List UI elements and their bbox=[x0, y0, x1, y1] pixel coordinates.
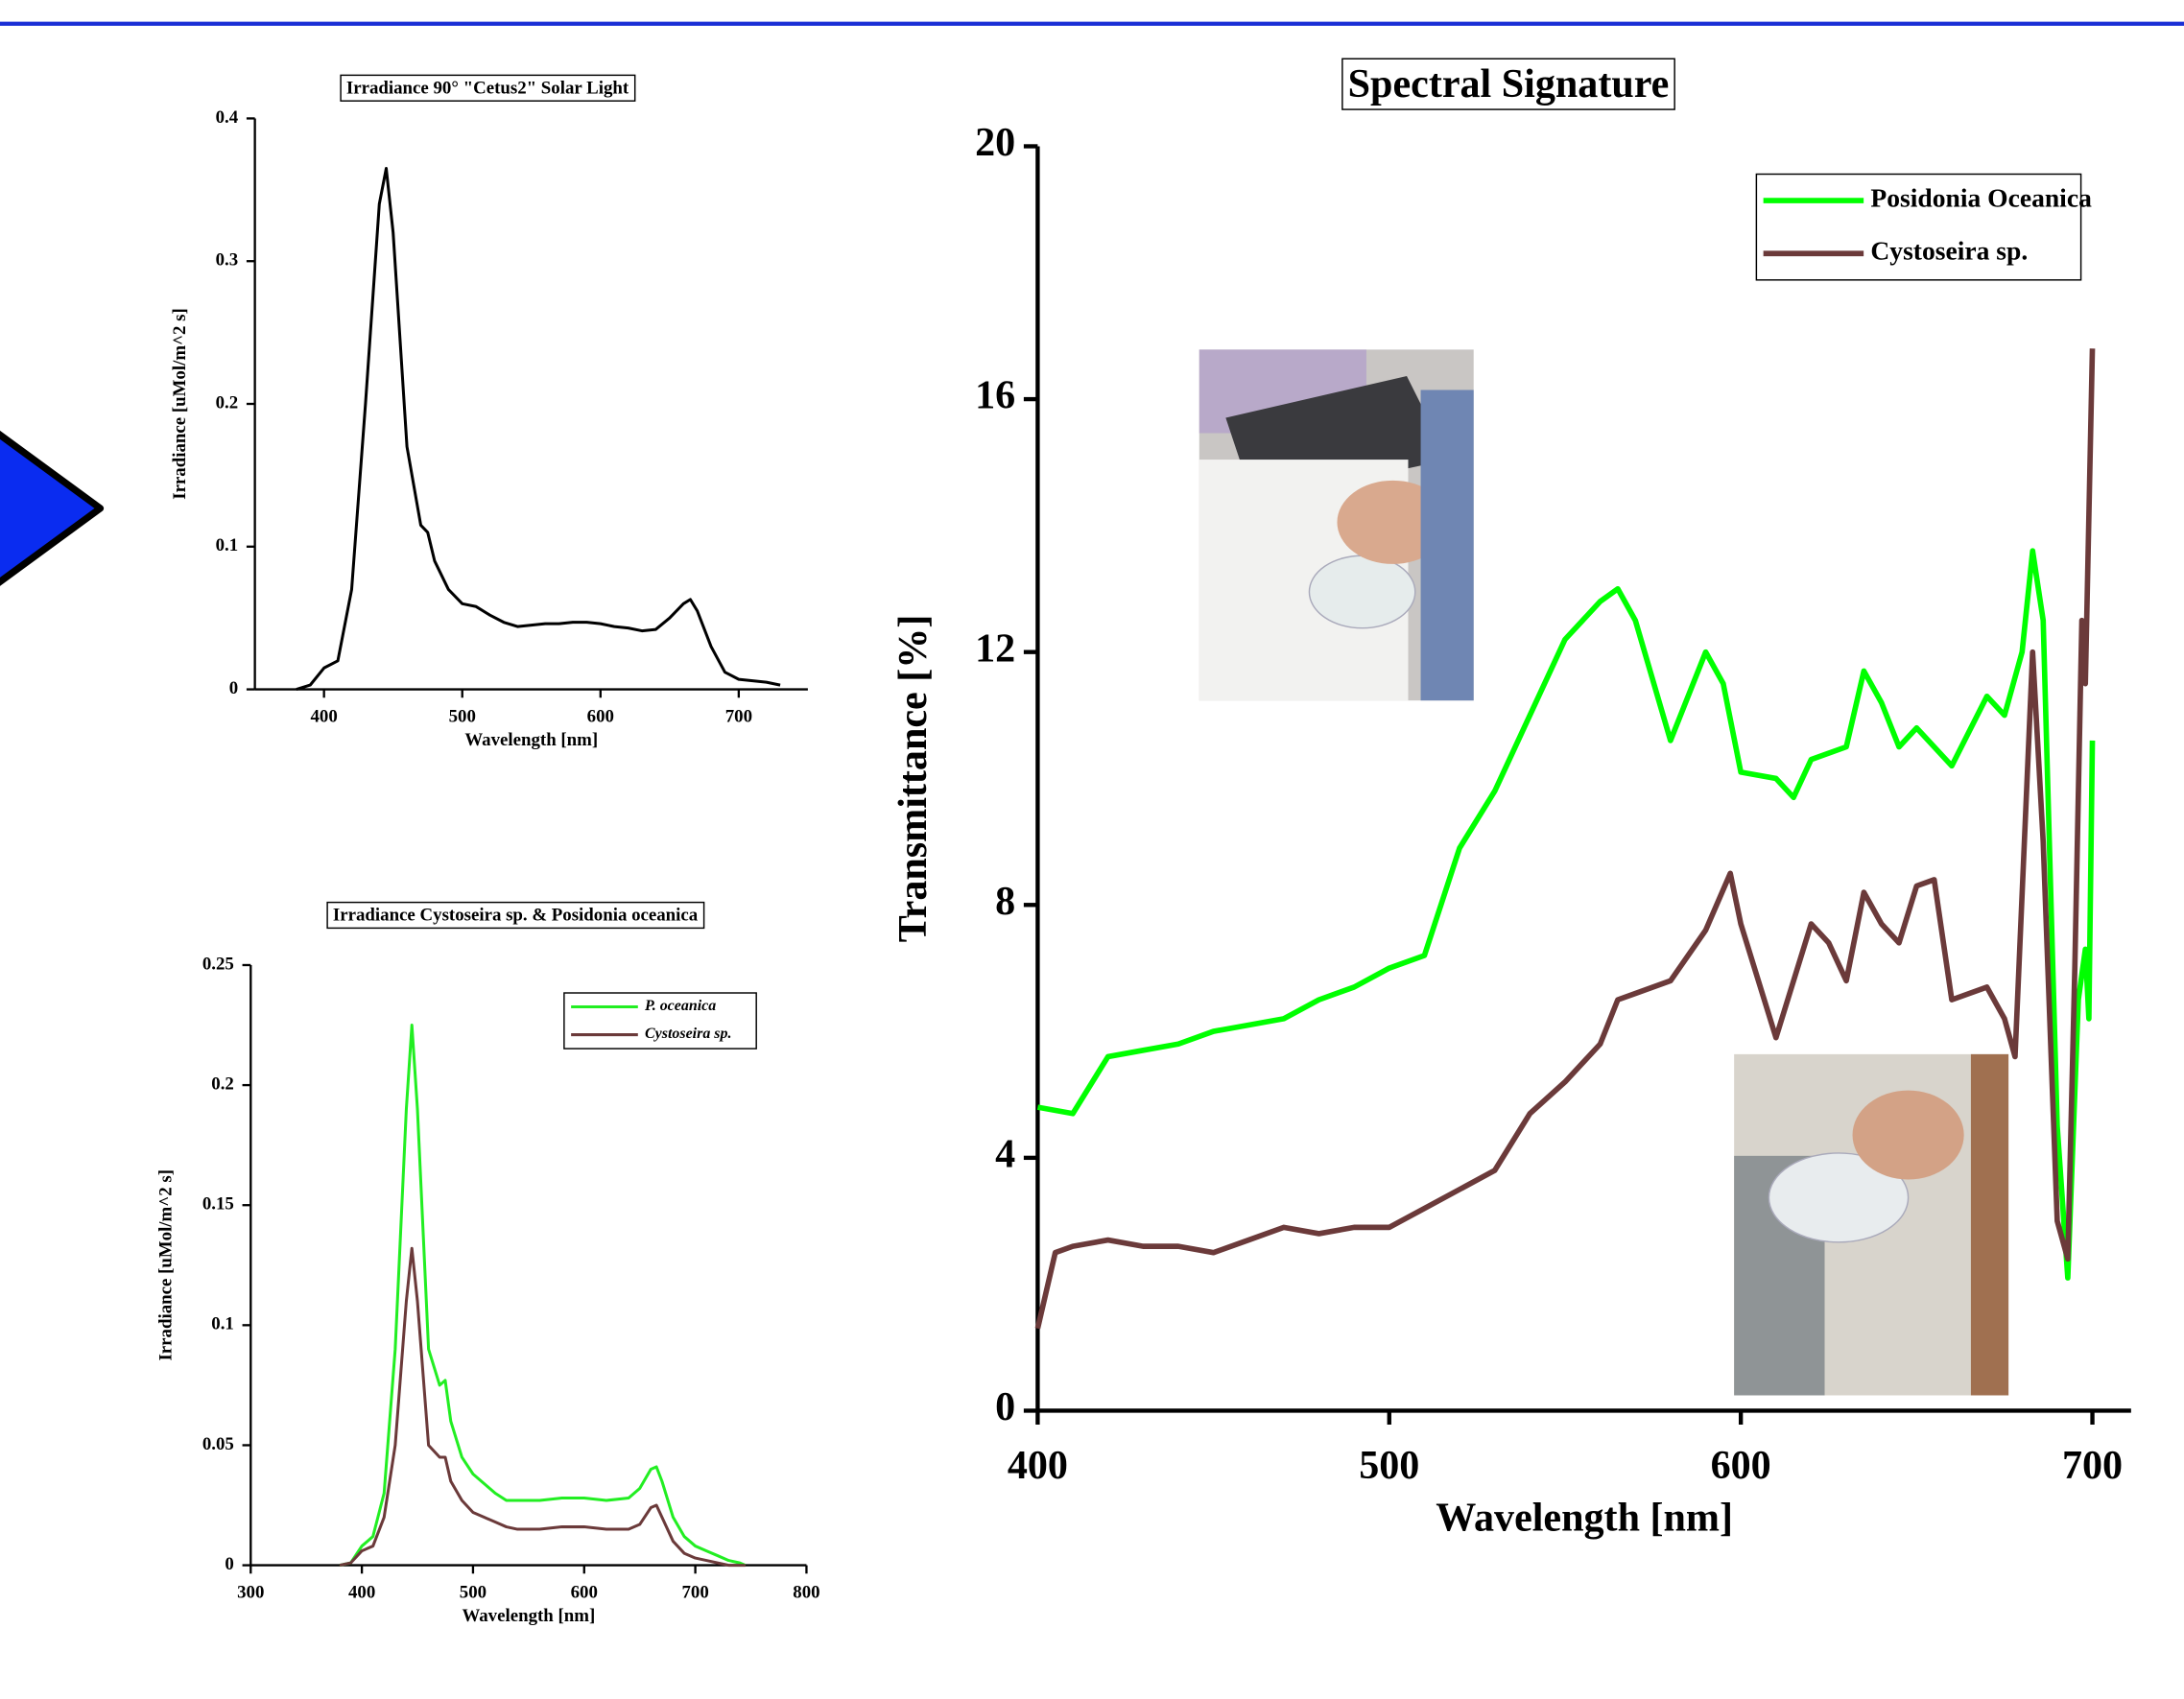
y-tick-label: 0 bbox=[225, 1554, 233, 1574]
chart: 300 400 500 600 700 800 0 0.05 0.1 0.15 0.2 0.25 Wav… bbox=[156, 901, 820, 1626]
y-tick-label: 0.2 bbox=[211, 1074, 234, 1094]
x-tick-label: 300 bbox=[237, 1582, 264, 1602]
x-axis-label: Wavelength [nm] bbox=[464, 730, 598, 750]
x-tick-label: 700 bbox=[2062, 1443, 2123, 1488]
x-tick-label: 800 bbox=[793, 1582, 819, 1602]
photo-area bbox=[1308, 555, 1416, 629]
series-line bbox=[1034, 348, 2096, 1330]
series-line bbox=[296, 167, 781, 692]
photo-area bbox=[1337, 480, 1449, 564]
y-tick-label: 0.1 bbox=[216, 535, 239, 555]
x-tick-label: 500 bbox=[1359, 1443, 1419, 1488]
y-axis-label: Transmittance [%] bbox=[890, 615, 936, 943]
series-line bbox=[1036, 548, 2096, 1281]
photo-area bbox=[1970, 1053, 2009, 1396]
y-tick-label: 16 bbox=[975, 373, 1015, 418]
series-line bbox=[339, 1024, 747, 1568]
y-tick-label: 0.1 bbox=[211, 1314, 234, 1334]
arrow bbox=[0, 430, 105, 586]
y-tick-label: 8 bbox=[995, 879, 1015, 924]
y-tick-label: 0 bbox=[229, 678, 238, 698]
chart: 400 500 600 700 0 0.1 0.2 0.3 0.4 Wavelength [nm]… bbox=[170, 74, 808, 750]
chart-title: Spectral Signature bbox=[1348, 61, 1670, 106]
photo-area bbox=[1768, 1152, 1910, 1243]
title-frame bbox=[326, 901, 705, 930]
y-tick-label: 0.15 bbox=[202, 1194, 234, 1215]
photo bbox=[1734, 1053, 2009, 1396]
legend-frame bbox=[1755, 173, 2082, 281]
y-tick-label: 0.3 bbox=[216, 250, 239, 271]
y-tick-label: 0.4 bbox=[216, 107, 239, 128]
photo bbox=[1199, 349, 1474, 701]
x-tick-label: 400 bbox=[348, 1582, 375, 1602]
chart-title: Irradiance Cystoseira sp. & Posidonia oc… bbox=[333, 906, 699, 926]
title-frame bbox=[1341, 58, 1675, 110]
x-tick-label: 500 bbox=[460, 1582, 487, 1602]
x-tick-label: 600 bbox=[1711, 1443, 1771, 1488]
x-axis-label: Wavelength [nm] bbox=[1436, 1496, 1733, 1541]
x-tick-label: 400 bbox=[1008, 1443, 1068, 1488]
chart-title: Irradiance 90° "Cetus2" Solar Light bbox=[346, 78, 629, 98]
series-line bbox=[339, 1246, 746, 1568]
x-tick-label: 500 bbox=[449, 706, 476, 726]
y-tick-label: 4 bbox=[995, 1132, 1015, 1177]
x-tick-label: 700 bbox=[725, 706, 752, 726]
legend-label: Cystoseira sp. bbox=[1870, 236, 2028, 266]
y-axis-label: Irradiance [uMol/m^2 s] bbox=[170, 308, 190, 500]
title-frame bbox=[340, 74, 636, 102]
x-tick-label: 700 bbox=[681, 1582, 708, 1602]
x-tick-label: 600 bbox=[587, 706, 614, 726]
photo-area bbox=[1420, 389, 1474, 701]
y-tick-label: 20 bbox=[975, 120, 1015, 165]
y-tick-label: 0.05 bbox=[202, 1434, 234, 1454]
chart: 400 500 600 700 0 4 8 12 16 20 Wavelength [nm] Tran… bbox=[890, 58, 2131, 1541]
x-axis-label: Wavelength [nm] bbox=[462, 1606, 595, 1626]
x-tick-label: 600 bbox=[571, 1582, 598, 1602]
y-tick-label: 0 bbox=[995, 1384, 1015, 1429]
legend-frame bbox=[563, 992, 757, 1050]
y-tick-label: 0.2 bbox=[216, 392, 239, 413]
y-tick-label: 0.25 bbox=[202, 954, 234, 974]
legend-label: P. oceanica bbox=[645, 998, 716, 1014]
legend-label: Posidonia Oceanica bbox=[1870, 182, 2092, 212]
x-tick-label: 400 bbox=[311, 706, 338, 726]
legend-label: Cystoseira sp. bbox=[645, 1026, 731, 1042]
y-axis-label: Irradiance [uMol/m^2 s] bbox=[156, 1169, 177, 1361]
photo-area bbox=[1852, 1090, 1964, 1180]
y-tick-label: 12 bbox=[975, 625, 1015, 671]
